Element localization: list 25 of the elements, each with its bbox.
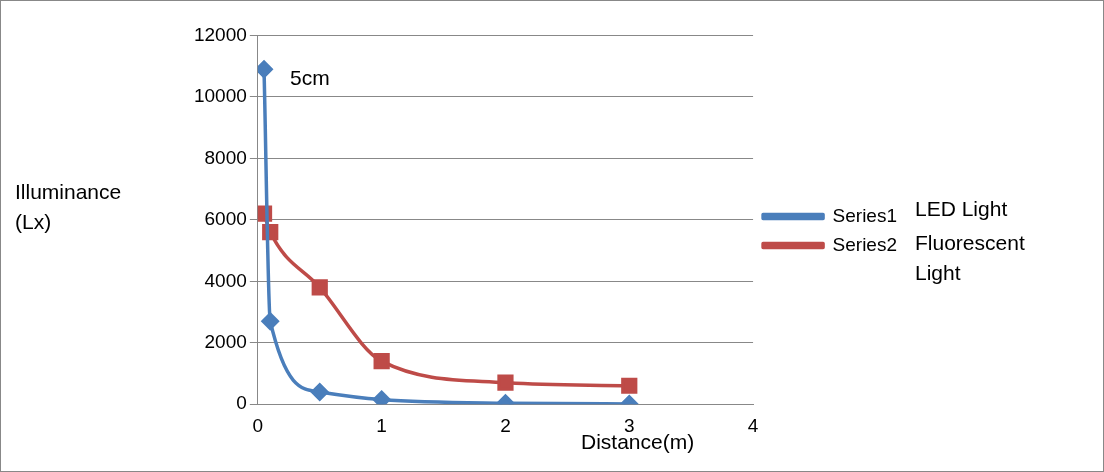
- legend-label: Series2: [832, 233, 897, 255]
- x-tick-label: 4: [747, 414, 759, 436]
- point: [621, 377, 638, 394]
- annotation: 5cm: [290, 66, 330, 89]
- point: [372, 390, 391, 405]
- point: [310, 383, 329, 401]
- y-tick-label: 0: [236, 392, 247, 414]
- point: [261, 312, 279, 330]
- x-tick-label: 1: [376, 414, 387, 436]
- text: LED Light: [915, 196, 1008, 222]
- y-tick-label: 10000: [193, 85, 247, 107]
- x-tick-label: 0: [252, 414, 264, 436]
- point: [497, 374, 514, 391]
- legend-label: Series1: [832, 204, 897, 226]
- y-tick-label: 2000: [204, 330, 247, 352]
- y-tick-label: 6000: [204, 208, 247, 230]
- text: Fluorescent Light: [915, 230, 1026, 286]
- x-tick-label: 3: [623, 414, 635, 436]
- y-axis-title: Illuminance (Lx): [15, 179, 123, 235]
- point: [373, 353, 390, 370]
- point: [311, 279, 328, 296]
- y-tick-label: 4000: [204, 269, 247, 291]
- y-tick-label: 8000: [204, 146, 247, 168]
- y-tick-label: 12000: [193, 23, 247, 45]
- x-tick-label: 2: [500, 414, 511, 436]
